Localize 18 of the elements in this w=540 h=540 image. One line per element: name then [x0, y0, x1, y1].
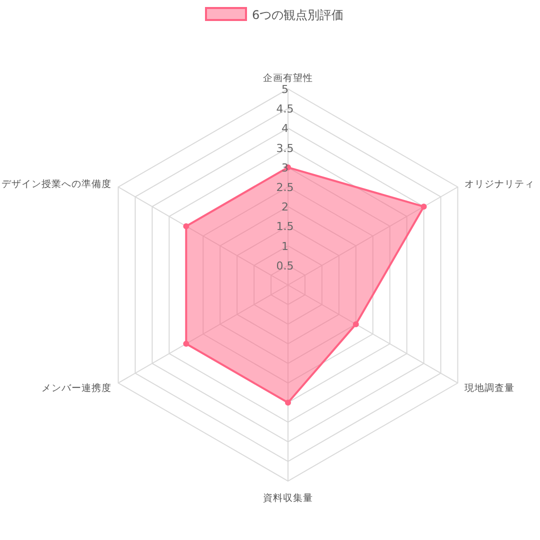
y-tick-label: 2.5 — [276, 181, 294, 194]
y-tick-label: 1.5 — [276, 220, 294, 234]
legend-label: 6つの観点別評価 — [252, 8, 344, 22]
y-tick-label: 3 — [282, 161, 288, 174]
spoke-label: 資料収集量 — [263, 492, 313, 504]
y-tick-label: 3.5 — [276, 142, 294, 155]
y-tick-label: 0.5 — [276, 259, 294, 272]
y-tick-label: 5 — [282, 83, 288, 96]
spoke-label: オリジナリティ — [464, 179, 535, 190]
y-tick-label: 2 — [282, 200, 288, 214]
spoke-label: デザイン授業への準備度 — [1, 178, 112, 190]
y-tick-label: 4 — [282, 122, 288, 136]
spoke-label: メンバー連携度 — [41, 382, 112, 394]
y-tick-label: 4.5 — [276, 102, 294, 116]
spoke-label: 現地調査量 — [464, 382, 515, 394]
spoke-label: 企画有望性 — [263, 72, 313, 84]
y-tick-label: 1 — [282, 240, 288, 253]
legend: 6つの観点別評価 — [205, 7, 344, 22]
